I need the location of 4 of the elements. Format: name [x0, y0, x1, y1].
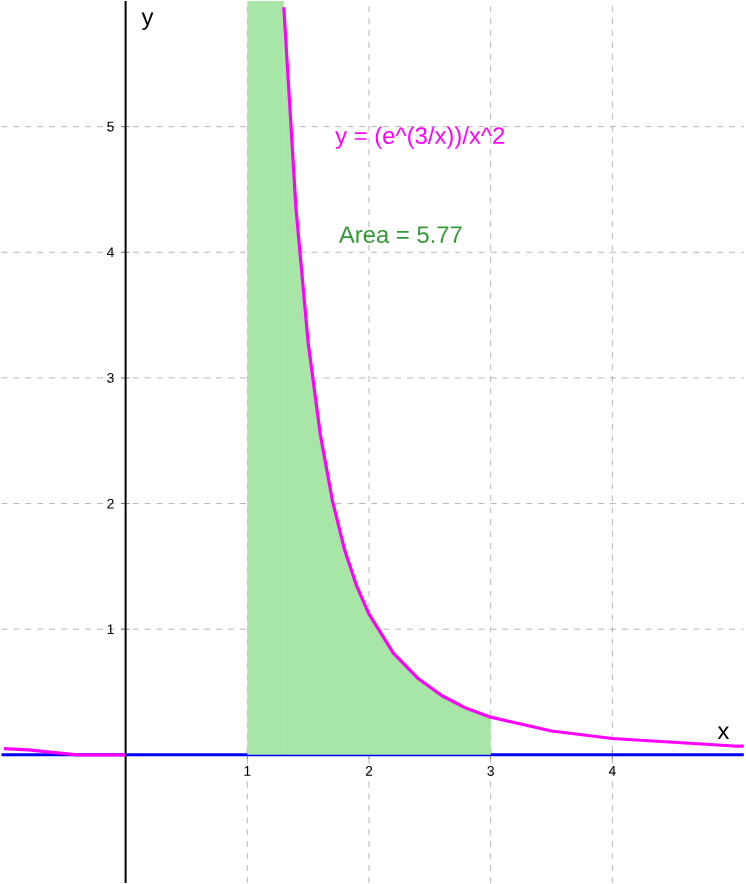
x-axis-title: x — [718, 726, 730, 739]
y-axis-title: y — [141, 12, 154, 30]
annotation: Area = 5.77 — [339, 226, 462, 244]
annotation: y = (e^(3/x))/x^2 — [335, 126, 505, 149]
